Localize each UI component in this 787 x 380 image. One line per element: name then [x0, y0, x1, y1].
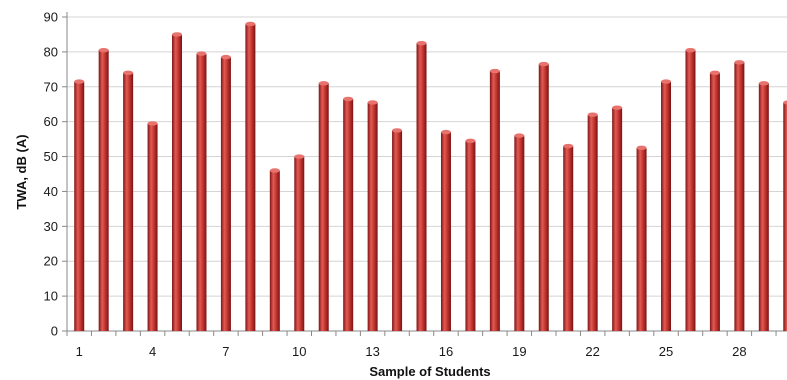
- bar-top: [538, 61, 549, 67]
- bar: [416, 43, 427, 332]
- bar-top: [392, 128, 403, 133]
- bar-top: [758, 81, 769, 86]
- x-tick-label: 13: [365, 344, 379, 359]
- bar: [294, 156, 305, 331]
- bar: [392, 130, 403, 331]
- y-tick-label: 20: [44, 254, 58, 269]
- x-tick-label: 4: [149, 344, 156, 359]
- bar-top: [636, 145, 647, 151]
- x-tick-label: 7: [222, 344, 229, 359]
- bar-top: [123, 70, 134, 76]
- bar-top: [440, 129, 451, 135]
- bar: [783, 102, 787, 331]
- x-tick-labels: 1 4 7 10 13 16 19 22 25 28: [76, 344, 747, 359]
- bar: [220, 57, 231, 332]
- x-axis-title: Sample of Students: [369, 364, 490, 379]
- bar: [636, 147, 647, 331]
- bar-top: [318, 81, 329, 86]
- bar: [538, 64, 549, 331]
- bar-top: [416, 40, 427, 46]
- y-tick-label: 50: [44, 149, 58, 164]
- bar: [343, 98, 354, 332]
- y-tick-label: 80: [44, 44, 58, 59]
- bar: [318, 83, 329, 331]
- bar-top: [734, 60, 745, 65]
- bar-top: [783, 100, 787, 105]
- bar: [587, 114, 598, 331]
- bar: [734, 62, 745, 332]
- bar: [123, 72, 134, 331]
- bar-top: [74, 79, 85, 84]
- bar: [74, 81, 85, 331]
- y-tick-label: 40: [44, 184, 58, 199]
- bar: [514, 135, 525, 331]
- bar-top: [147, 121, 158, 126]
- bar-top: [245, 21, 256, 27]
- y-tick-labels: 0 10 20 30 40 50 60 70 80 90: [44, 10, 58, 339]
- bar: [709, 72, 720, 331]
- bars: [74, 21, 787, 332]
- y-tick-label: 10: [44, 289, 58, 304]
- bar-top: [220, 54, 231, 60]
- gridlines: [67, 16, 787, 297]
- bar-top: [685, 47, 696, 53]
- y-tick-label: 60: [44, 114, 58, 129]
- y-tick-label: 70: [44, 79, 58, 94]
- y-axis-title: TWA, dB (A): [14, 134, 29, 209]
- bar-top: [709, 70, 720, 76]
- x-tick-label: 16: [439, 344, 453, 359]
- bar: [465, 140, 476, 331]
- x-tick-label: 10: [292, 344, 306, 359]
- bar: [612, 107, 623, 332]
- bar-top: [294, 154, 305, 159]
- bar: [367, 102, 378, 331]
- bar: [147, 123, 158, 331]
- bar: [758, 83, 769, 331]
- x-tick-label: 19: [512, 344, 526, 359]
- bar-top: [98, 47, 109, 53]
- bar: [685, 50, 696, 331]
- bar-top: [465, 138, 476, 144]
- y-tick-label: 0: [51, 324, 58, 339]
- x-tick-label: 1: [76, 344, 83, 359]
- bar-top: [172, 32, 183, 37]
- bar-top: [514, 133, 525, 138]
- bar: [196, 53, 207, 331]
- bar: [172, 34, 183, 331]
- y-tick-label: 90: [44, 10, 58, 25]
- bar-top: [661, 79, 672, 84]
- x-tick-label: 28: [732, 344, 746, 359]
- x-tick-label: 22: [585, 344, 599, 359]
- bar: [661, 81, 672, 331]
- bar: [489, 71, 500, 331]
- bar-top: [343, 96, 354, 102]
- bar-top: [367, 100, 378, 105]
- bar-top: [612, 105, 623, 110]
- bar: [440, 132, 451, 331]
- bar-top: [563, 143, 574, 149]
- bar: [245, 23, 256, 331]
- bar: [98, 50, 109, 331]
- bar: [563, 146, 574, 331]
- bar-top: [489, 68, 500, 74]
- x-tick-label: 25: [659, 344, 673, 359]
- bar: [269, 170, 280, 331]
- bar-top: [196, 51, 207, 56]
- y-tick-label: 30: [44, 219, 58, 234]
- bar-top: [269, 168, 280, 173]
- bar-top: [587, 112, 598, 117]
